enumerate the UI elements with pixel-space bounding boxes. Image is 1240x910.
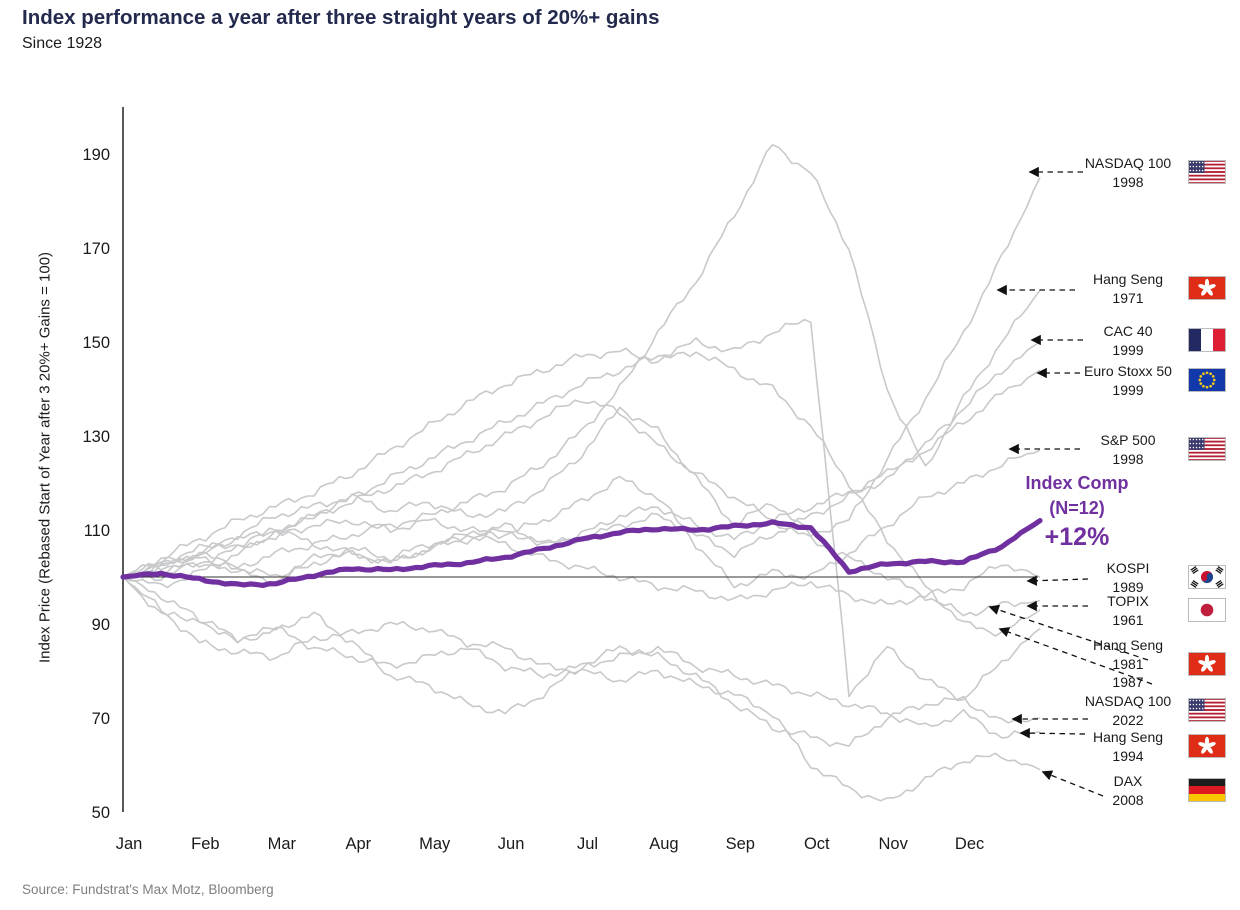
series-name: TOPIX (1107, 593, 1149, 609)
x-month-label: Mar (268, 835, 297, 853)
series-year: 1994 (1112, 747, 1144, 764)
series-name: Euro Stoxx 50 (1084, 363, 1172, 379)
series-label-hang-seng-1971: Hang Seng 1971 (1053, 270, 1203, 307)
series-line-nasdaq-100-1998 (122, 177, 1041, 578)
series-label-dax-2008: DAX 2008 (1053, 772, 1203, 809)
annotation-arrow (988, 604, 1149, 661)
series-name: Hang Seng (1092, 729, 1164, 745)
series-year: 1971 (1112, 289, 1144, 306)
series-year: 1999 (1112, 381, 1144, 398)
y-tick-label: 90 (92, 616, 110, 634)
series-year: 1987 (1112, 674, 1144, 690)
series-year: 1961 (1112, 611, 1144, 628)
y-tick-label: 150 (82, 334, 110, 352)
x-month-label: Jul (577, 835, 598, 853)
series-label-kospi-1989: KOSPI 1989 (1053, 559, 1203, 596)
series-label-hang-seng-1994: Hang Seng 1994 (1053, 728, 1203, 765)
page-title: Index performance a year after three str… (22, 6, 660, 29)
y-tick-label: 170 (82, 240, 110, 258)
eu-flag-icon (1188, 368, 1226, 392)
series-line-topix-1961 (122, 399, 1041, 617)
x-month-label: May (419, 835, 451, 853)
series-name: S&P 500 (1100, 432, 1156, 448)
hk-flag-icon (1188, 276, 1226, 300)
y-tick-label: 130 (82, 428, 110, 446)
series-name: CAC 40 (1103, 323, 1153, 339)
series-year: 1999 (1112, 341, 1144, 358)
series-label-s-p-500-1998: S&P 500 1998 (1053, 431, 1203, 468)
x-month-label: Jun (498, 835, 525, 853)
series-label-topix-1961: TOPIX 1961 (1053, 592, 1203, 629)
annotation-arrow (998, 627, 1153, 685)
x-month-label: Oct (804, 835, 830, 853)
series-line-index-comp (120, 517, 1043, 589)
annotation-arrow (1041, 770, 1104, 797)
series-name: NASDAQ 100 (1084, 155, 1172, 171)
series-line-kospi-1989 (122, 530, 1041, 606)
x-month-label: Dec (955, 835, 984, 853)
jp-flag-icon (1188, 598, 1226, 622)
callout-line1: Index Comp (1025, 473, 1129, 493)
series-line-hang-seng-1981 (122, 347, 1041, 637)
series-year: 1998 (1112, 173, 1144, 190)
series-line-euro-stoxx-50-1999 (122, 369, 1041, 578)
x-month-label: Jan (116, 835, 143, 853)
x-month-label: Apr (345, 835, 371, 853)
fr-flag-icon (1188, 328, 1226, 352)
series-name: KOSPI (1106, 560, 1150, 576)
y-tick-label: 110 (84, 522, 110, 540)
series-name: Hang Seng (1092, 637, 1164, 653)
x-month-label: Aug (649, 835, 678, 853)
series-label-nasdaq-100-2022: NASDAQ 100 2022 (1053, 692, 1203, 729)
y-tick-label: 190 (82, 146, 110, 164)
hk-flag-icon (1188, 652, 1226, 676)
y-tick-label: 50 (92, 804, 110, 822)
series-label-cac-40-1999: CAC 40 1999 (1053, 322, 1203, 359)
us-flag-icon (1188, 160, 1226, 185)
x-month-label: Feb (191, 835, 219, 853)
y-tick-label: 70 (92, 710, 110, 728)
de-flag-icon (1188, 778, 1226, 802)
series-line-dax-2008 (122, 576, 1041, 802)
series-label-nasdaq-100-1998: NASDAQ 100 1998 (1053, 154, 1203, 191)
us-flag-icon (1188, 698, 1226, 723)
series-label-hang-seng-1981-1987: Hang Seng 1981 1987 (1053, 636, 1203, 692)
source-note: Source: Fundstrat's Max Motz, Bloomberg (22, 882, 274, 897)
series-year: 2022 (1112, 711, 1144, 728)
callout-return: +12% (1044, 523, 1110, 551)
hk-flag-icon (1188, 734, 1226, 758)
series-line-hang-seng-1971 (122, 144, 1041, 578)
callout-line2: (N=12) (1049, 498, 1105, 518)
series-year: 2008 (1112, 791, 1144, 808)
series-label-euro-stoxx-50-1999: Euro Stoxx 50 1999 (1053, 362, 1203, 399)
series-year: 1998 (1112, 450, 1144, 467)
page-subtitle: Since 1928 (22, 35, 103, 52)
annotation-arrow (1026, 575, 1089, 586)
series-name: NASDAQ 100 (1084, 693, 1172, 709)
x-month-label: Nov (879, 835, 909, 853)
series-line-hang-seng-1987 (122, 318, 1041, 702)
annotation-arrow (1019, 727, 1086, 739)
index-comp-callout: Index Comp (N=12) +12% (1007, 471, 1147, 553)
kr-flag-icon (1188, 565, 1226, 589)
series-line-hang-seng-1994 (122, 576, 1041, 739)
us-flag-icon (1188, 437, 1226, 462)
series-year: 1989 (1112, 578, 1144, 595)
series-year: 1981 (1112, 655, 1144, 672)
series-name: Hang Seng (1092, 271, 1164, 287)
series-name: DAX (1113, 773, 1143, 789)
x-month-label: Sep (726, 835, 755, 853)
